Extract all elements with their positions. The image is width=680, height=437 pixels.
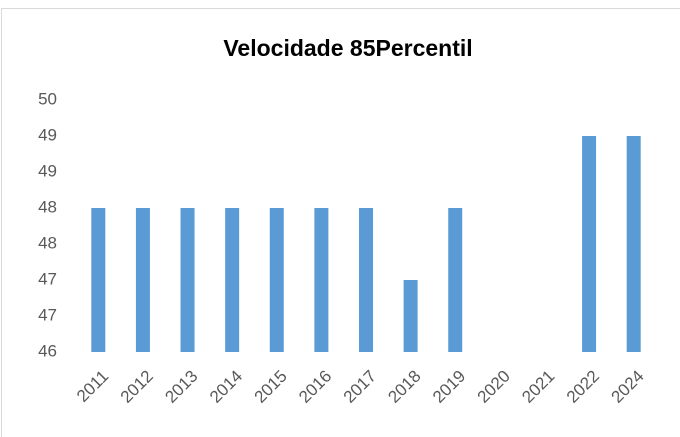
bar bbox=[225, 208, 240, 352]
bar bbox=[314, 208, 329, 352]
y-tick-label: 50 bbox=[38, 89, 57, 108]
bar bbox=[180, 208, 195, 352]
x-tick-label: 2015 bbox=[251, 367, 291, 407]
bar bbox=[91, 208, 106, 352]
x-tick-label: 2014 bbox=[206, 367, 246, 407]
bar bbox=[269, 208, 284, 352]
x-tick-label: 2018 bbox=[384, 367, 424, 407]
x-tick-label: 2019 bbox=[429, 367, 469, 407]
bar bbox=[582, 136, 597, 352]
y-tick-label: 49 bbox=[38, 161, 57, 180]
x-tick-label: 2016 bbox=[295, 367, 335, 407]
bar bbox=[448, 208, 463, 352]
bar bbox=[359, 208, 373, 352]
x-tick-label: 2020 bbox=[474, 367, 514, 407]
x-tick-label: 2017 bbox=[340, 367, 380, 407]
x-tick-label: 2024 bbox=[608, 367, 648, 407]
chart-title: Velocidade 85Percentil bbox=[223, 35, 472, 61]
x-tick-label: 2021 bbox=[518, 367, 558, 407]
x-tick-label: 2022 bbox=[563, 367, 603, 407]
x-tick-label: 2013 bbox=[161, 367, 201, 407]
x-tick-label: 2011 bbox=[73, 367, 112, 406]
y-tick-label: 47 bbox=[38, 269, 57, 288]
chart-border bbox=[1, 8, 680, 437]
x-tick-label: 2012 bbox=[117, 367, 157, 407]
y-tick-label: 48 bbox=[38, 197, 57, 216]
y-tick-label: 49 bbox=[38, 125, 57, 144]
bar bbox=[135, 208, 150, 352]
y-tick-label: 48 bbox=[38, 233, 57, 252]
y-tick-label: 47 bbox=[38, 305, 57, 324]
bar bbox=[403, 280, 418, 352]
y-tick-label: 46 bbox=[38, 341, 57, 360]
bar bbox=[626, 136, 641, 352]
